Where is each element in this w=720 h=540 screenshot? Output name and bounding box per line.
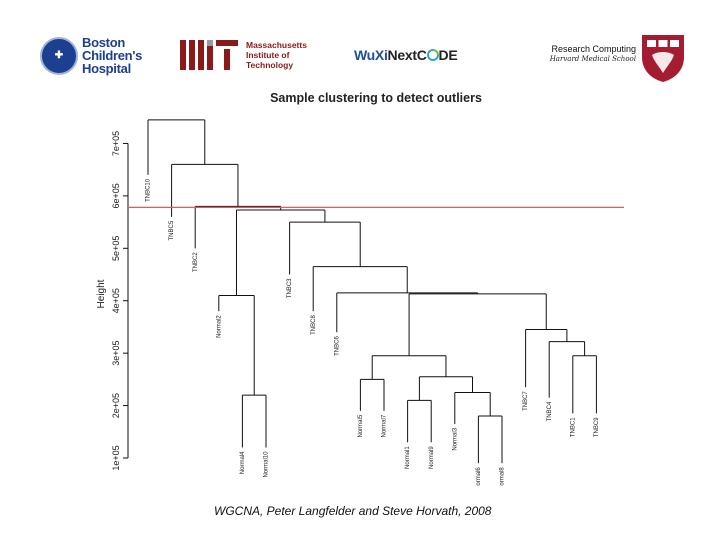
wuxi-nextcode-logo: WuXiNextC DE: [354, 47, 458, 63]
bch-seal-icon: ✚: [40, 36, 78, 75]
leaf-label: TNBC6: [334, 336, 340, 356]
leaf-label: Normal6: [476, 467, 482, 486]
y-tick-label: 3e+05: [111, 341, 121, 366]
dendrogram-chart: Sample clustering to detect outliers Hei…: [96, 91, 624, 486]
mit-mark-icon: [180, 40, 238, 70]
leaf-label: TNBC10: [146, 178, 152, 202]
nextcode-o-icon: [426, 49, 439, 61]
leaf-label: Normal10: [264, 451, 270, 478]
mit-line: Technology: [246, 60, 294, 70]
rc-title: Research Computing: [551, 44, 636, 54]
wuxi-part: DE: [438, 47, 458, 63]
leaf-label: TNBC9: [594, 417, 600, 437]
leaf-label: TNBC5: [169, 220, 175, 240]
leaf-label: Normal7: [382, 414, 388, 437]
y-tick-label: 7e+05: [111, 131, 121, 156]
mit-line: Massachusetts: [246, 40, 307, 50]
leaf-label: TNBC3: [287, 278, 293, 298]
dendrogram-tree: [147, 119, 597, 464]
leaf-label: Normal8: [500, 467, 506, 486]
leaf-label: Normal4: [240, 451, 246, 474]
bch-line: Boston: [82, 35, 125, 50]
leaf-label: TNBC1: [570, 417, 576, 437]
mit-line: Institute of: [246, 50, 290, 60]
research-computing-label: Research Computing Harvard Medical Schoo…: [528, 44, 636, 63]
citation-caption: WGCNA, Peter Langfelder and Steve Horvat…: [214, 504, 492, 518]
wuxi-part: WuXi: [354, 47, 388, 63]
leaf-label: Normal1: [405, 446, 411, 469]
y-ticks: 1e+05 2e+05 3e+05 4e+05 5e+05 6e+05 7e+05: [111, 131, 128, 471]
boston-childrens-hospital-logo: ✚ Boston Children's Hospital: [40, 36, 142, 75]
bch-wordmark: Boston Children's Hospital: [82, 36, 142, 75]
leaf-label: Normal9: [429, 446, 435, 469]
leaf-label: TNBC8: [311, 315, 317, 335]
leaf-labels: TNBC10 TNBC5 TNBC2 Normal2 Normal4 Normal10 TN…: [146, 178, 600, 486]
leaf-label: TNBC7: [523, 391, 529, 411]
y-tick-label: 1e+05: [111, 445, 121, 470]
logo-row: ✚ Boston Children's Hospital Massachuset…: [0, 0, 720, 90]
y-tick-label: 5e+05: [111, 236, 121, 261]
bch-line: Children's: [82, 48, 143, 63]
leaf-label: TNBC4: [547, 401, 553, 421]
harvard-shield-icon: [642, 35, 684, 82]
y-tick-label: 2e+05: [111, 393, 121, 418]
bch-line: Hospital: [82, 61, 131, 76]
y-axis-label: Height: [96, 279, 107, 308]
rc-subtitle: Harvard Medical School: [549, 55, 636, 63]
chart-title: Sample clustering to detect outliers: [270, 91, 482, 105]
leaf-label: Normal3: [452, 427, 458, 450]
leaf-label: Normal5: [358, 414, 364, 437]
y-tick-label: 4e+05: [111, 288, 121, 313]
y-tick-label: 6e+05: [111, 183, 121, 208]
wuxi-part: NextC: [387, 47, 427, 63]
mit-logo: Massachusetts Institute of Technology: [180, 40, 307, 70]
mit-wordmark: Massachusetts Institute of Technology: [246, 40, 307, 70]
leaf-label: TNBC2: [193, 252, 199, 272]
leaf-label: Normal2: [216, 315, 222, 338]
